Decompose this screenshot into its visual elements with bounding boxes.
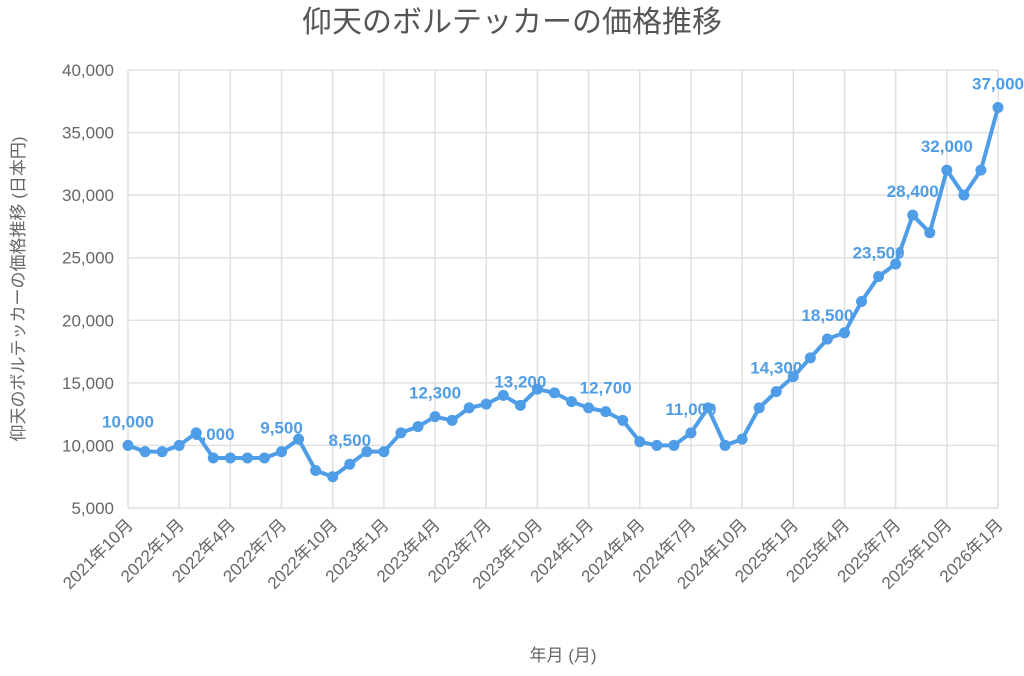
y-tick-label: 10,000 <box>62 436 114 455</box>
data-point <box>736 433 748 445</box>
data-point <box>378 446 390 458</box>
data-point <box>958 189 970 201</box>
data-label: 18,500 <box>801 306 853 325</box>
data-point <box>276 446 288 458</box>
data-label: 9,500 <box>260 419 303 438</box>
data-labels: 10,000 9,000 9,500 8,500 12,300 13,200 12,700 1… <box>102 75 1024 451</box>
data-point <box>617 414 629 426</box>
data-point <box>753 402 765 414</box>
data-point <box>207 452 219 464</box>
data-point <box>856 296 868 308</box>
data-label: 32,000 <box>921 137 973 156</box>
data-point <box>446 414 458 426</box>
data-point <box>122 439 134 451</box>
data-point <box>156 446 168 458</box>
data-point <box>651 439 663 451</box>
y-tick-label: 35,000 <box>62 124 114 143</box>
data-label: 13,200 <box>494 372 546 391</box>
data-point <box>975 164 987 176</box>
data-point <box>992 102 1004 114</box>
data-point <box>258 452 270 464</box>
data-point <box>583 402 595 414</box>
chart-title: 仰天のボルテッカーの価格推移 <box>302 6 722 39</box>
data-point <box>719 439 731 451</box>
data-point <box>600 406 612 418</box>
data-point <box>429 411 441 423</box>
data-point <box>821 333 833 345</box>
data-point <box>395 427 407 439</box>
series-line <box>122 102 1004 483</box>
data-label: 28,400 <box>887 182 939 201</box>
data-point <box>838 327 850 339</box>
data-point <box>924 227 936 239</box>
data-point <box>702 402 714 414</box>
data-point <box>907 209 919 221</box>
data-label: 23,500 <box>853 243 905 262</box>
y-tick-label: 30,000 <box>62 186 114 205</box>
data-label: 14,300 <box>750 359 802 378</box>
x-axis-label: 年月 (月) <box>529 646 596 665</box>
y-axis: 5,000 10,000 15,000 20,000 25,000 30,000 35,00… <box>62 61 114 518</box>
data-point <box>173 439 185 451</box>
data-point <box>873 270 885 282</box>
data-point <box>293 433 305 445</box>
series-line-path <box>127 107 1000 479</box>
y-tick-label: 20,000 <box>62 311 114 330</box>
data-point <box>412 421 424 433</box>
data-point <box>190 427 202 439</box>
data-label: 8,500 <box>328 431 371 450</box>
data-point <box>634 436 646 448</box>
data-point <box>890 258 902 270</box>
y-axis-label: 仰天のボルテッカーの価格推移 (日本円) <box>9 136 28 441</box>
data-point <box>327 471 339 483</box>
data-point <box>685 427 697 439</box>
data-point <box>787 371 799 383</box>
data-label: 11,000 <box>665 400 716 419</box>
data-point <box>531 383 543 395</box>
data-point <box>770 386 782 398</box>
data-label: 9,000 <box>192 425 235 444</box>
y-tick-label: 5,000 <box>71 499 114 518</box>
data-point <box>310 464 322 476</box>
y-tick-label: 40,000 <box>62 61 114 80</box>
y-tick-label: 25,000 <box>62 249 114 268</box>
data-point <box>941 164 953 176</box>
x-axis: 2021年10月2022年1月2022年4月2022年7月2022年10月202… <box>59 515 1007 593</box>
data-point <box>480 398 492 410</box>
data-point <box>241 452 253 464</box>
data-point <box>497 389 509 401</box>
y-tick-label: 15,000 <box>62 374 114 393</box>
data-point <box>224 452 236 464</box>
data-point <box>804 352 816 364</box>
data-point <box>514 399 526 411</box>
grid <box>127 69 999 509</box>
data-point <box>463 402 475 414</box>
data-point <box>566 396 578 408</box>
data-point <box>361 446 373 458</box>
data-label: 10,000 <box>102 412 154 431</box>
data-label: 12,700 <box>580 379 632 398</box>
data-point <box>548 387 560 399</box>
data-label: 12,300 <box>409 384 461 403</box>
data-point <box>139 446 151 458</box>
data-point <box>668 439 680 451</box>
data-label: 37,000 <box>972 75 1024 94</box>
data-point <box>344 458 356 470</box>
